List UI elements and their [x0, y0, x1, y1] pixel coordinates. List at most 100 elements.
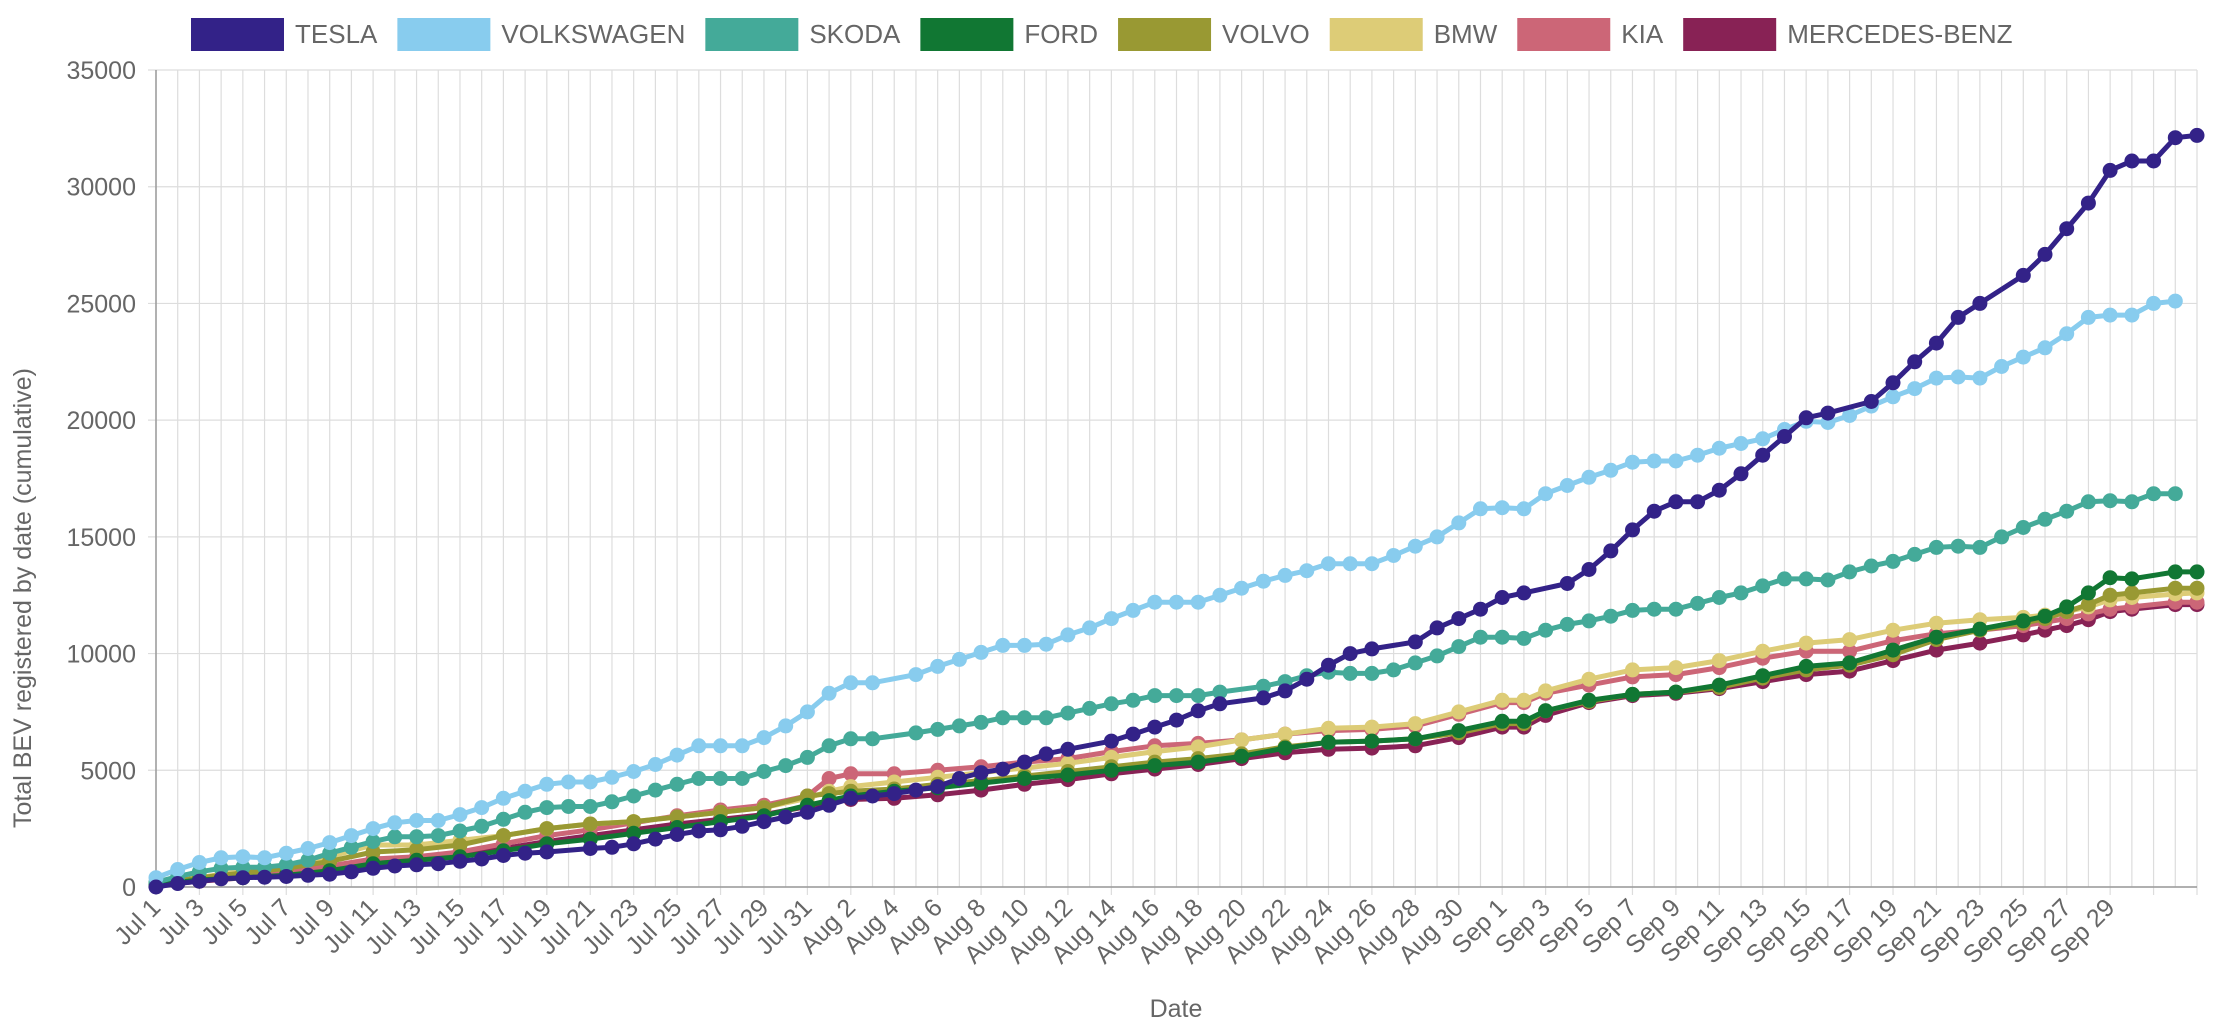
- data-point: [1103, 611, 1119, 627]
- data-point: [170, 876, 186, 891]
- legend-item[interactable]: BMW: [1329, 18, 1498, 51]
- data-point: [1277, 726, 1293, 742]
- data-point: [343, 839, 359, 855]
- data-point: [409, 857, 425, 873]
- data-point: [1494, 500, 1510, 516]
- series-line: [153, 132, 2200, 890]
- data-point: [1581, 692, 1597, 708]
- legend-item[interactable]: FORD: [920, 18, 1098, 51]
- data-point: [2189, 564, 2205, 580]
- data-point: [1625, 662, 1640, 678]
- data-point: [2059, 503, 2075, 519]
- legend-item[interactable]: VOLVO: [1118, 18, 1310, 51]
- data-point: [1668, 601, 1684, 617]
- data-point: [1516, 501, 1532, 517]
- data-point: [1950, 538, 1966, 554]
- data-point: [539, 821, 555, 837]
- data-point: [691, 771, 707, 786]
- data-point: [1473, 629, 1488, 645]
- data-point: [235, 849, 251, 865]
- data-point: [1885, 553, 1901, 569]
- legend-swatch: [1517, 18, 1611, 51]
- data-point: [1060, 741, 1076, 757]
- data-point: [1038, 636, 1054, 652]
- data-point: [843, 675, 859, 691]
- data-point: [995, 761, 1011, 777]
- data-point: [843, 790, 859, 806]
- data-point: [1190, 739, 1206, 755]
- legend-item[interactable]: SKODA: [705, 18, 901, 51]
- data-point: [1777, 429, 1792, 444]
- data-point: [1125, 726, 1141, 742]
- legend-item[interactable]: MERCEDES-BENZ: [1683, 18, 2013, 51]
- data-point: [1755, 578, 1771, 594]
- data-point: [1755, 447, 1771, 463]
- data-point: [1451, 723, 1467, 739]
- data-point: [1169, 688, 1184, 704]
- data-point: [799, 704, 815, 720]
- data-point: [713, 822, 728, 838]
- data-point: [1212, 696, 1228, 712]
- data-point: [561, 774, 576, 790]
- data-point: [1646, 453, 1662, 469]
- data-point: [1017, 637, 1032, 653]
- data-point: [235, 859, 251, 875]
- legend-label: VOLKSWAGEN: [501, 19, 685, 49]
- data-point: [2167, 293, 2183, 309]
- data-point: [2124, 307, 2140, 323]
- data-point: [1907, 381, 1923, 397]
- data-point: [1321, 556, 1336, 572]
- data-point: [1516, 692, 1532, 708]
- data-point: [1451, 515, 1467, 531]
- data-point: [2037, 608, 2053, 624]
- data-point: [973, 644, 989, 660]
- data-point: [1342, 665, 1358, 681]
- data-point: [821, 771, 837, 786]
- data-point: [1972, 621, 1988, 637]
- data-point: [778, 718, 794, 734]
- data-point: [1842, 564, 1858, 580]
- data-point: [1212, 587, 1228, 603]
- data-point: [1255, 690, 1271, 706]
- data-point: [1147, 688, 1163, 704]
- data-point: [1473, 601, 1488, 617]
- data-point: [908, 667, 924, 683]
- legend-item[interactable]: TESLA: [191, 18, 378, 51]
- data-point: [821, 797, 837, 813]
- data-point: [1147, 719, 1163, 735]
- data-point: [387, 815, 403, 831]
- data-point: [1711, 482, 1727, 498]
- data-point: [517, 804, 533, 820]
- data-point: [1798, 410, 1814, 426]
- data-point: [1950, 369, 1966, 385]
- data-point: [322, 866, 338, 882]
- data-point: [865, 788, 880, 804]
- series-line: [153, 298, 2178, 881]
- data-point: [1733, 436, 1749, 451]
- data-point: [1625, 522, 1640, 538]
- data-point: [1711, 677, 1727, 693]
- data-point: [2037, 246, 2053, 262]
- data-point: [2080, 309, 2096, 325]
- data-point: [1559, 616, 1575, 632]
- data-point: [430, 813, 446, 828]
- data-point: [2102, 307, 2118, 323]
- legend-item[interactable]: KIA: [1517, 18, 1664, 51]
- legend-label: VOLVO: [1222, 19, 1310, 49]
- data-point: [995, 710, 1011, 726]
- data-point: [365, 844, 381, 860]
- data-point: [1234, 580, 1250, 596]
- data-point: [1494, 629, 1510, 645]
- legend-label: SKODA: [809, 19, 901, 49]
- data-point: [539, 800, 555, 816]
- data-point: [821, 738, 837, 754]
- x-tick-label: Jul 7: [239, 893, 296, 950]
- data-point: [1234, 748, 1250, 764]
- data-point: [1538, 486, 1554, 502]
- data-point: [1842, 643, 1858, 659]
- data-point: [1863, 558, 1879, 574]
- data-point: [213, 850, 229, 866]
- legend-item[interactable]: VOLKSWAGEN: [397, 18, 685, 51]
- data-point: [1733, 466, 1749, 482]
